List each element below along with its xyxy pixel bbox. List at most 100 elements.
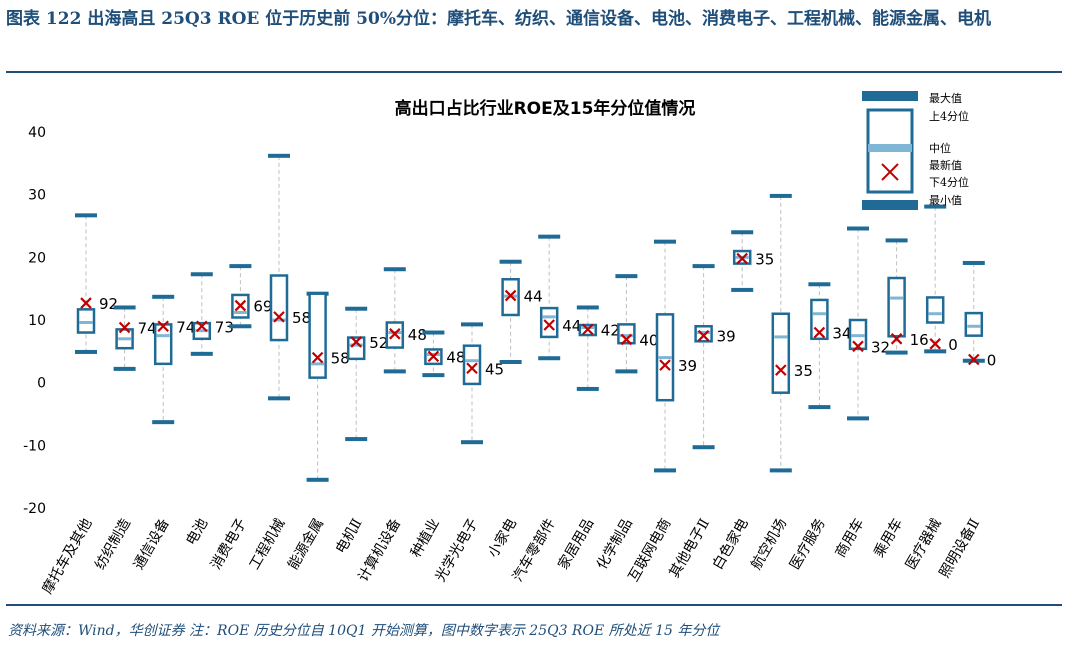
min-cap <box>808 405 831 410</box>
category-label: 小家电 <box>484 516 520 561</box>
median-bar <box>851 334 865 338</box>
box-group: 74 纺织制造 <box>92 305 157 572</box>
percentile-label: 48 <box>446 348 465 366</box>
percentile-label: 58 <box>292 309 311 327</box>
latest-marker <box>504 289 517 302</box>
median-bar <box>928 312 942 316</box>
max-cap <box>808 282 831 287</box>
box-group: 69 消费电子 <box>208 264 272 572</box>
min-cap <box>769 468 792 473</box>
latest-marker <box>852 340 864 353</box>
iqr-box <box>771 312 791 394</box>
percentile-label: 74 <box>138 320 157 338</box>
max-cap <box>692 264 715 269</box>
latest-marker <box>273 311 285 323</box>
median-bar <box>581 326 595 330</box>
category-label: 工程机械 <box>247 516 289 572</box>
max-cap <box>383 267 406 272</box>
percentile-label: 16 <box>910 331 929 349</box>
iqr-box <box>617 323 636 345</box>
max-cap <box>847 226 869 231</box>
latest-marker <box>350 336 362 348</box>
min-cap <box>731 287 754 292</box>
y-axis: -20 -10 0 10 20 30 40 <box>23 125 46 517</box>
percentile-label: 92 <box>99 295 118 313</box>
legend-q1-label: 下4分位 <box>929 175 969 189</box>
box-group: 52 电机Ⅱ <box>333 306 388 556</box>
category-label: 纺织制造 <box>92 516 134 572</box>
iqr-box <box>269 274 289 342</box>
latest-marker <box>697 329 710 342</box>
min-cap <box>422 373 445 378</box>
percentile-label: 40 <box>639 331 658 349</box>
median-bar <box>774 335 788 339</box>
percentile-label: 52 <box>369 334 388 352</box>
y-tick-label: 10 <box>28 313 46 329</box>
min-cap <box>499 359 522 364</box>
category-label: 商用车 <box>832 516 868 561</box>
max-cap <box>422 330 445 335</box>
category-label: 航空机场 <box>748 516 790 572</box>
median-bar <box>311 362 325 366</box>
median-bar <box>812 312 826 316</box>
category-label: 电池 <box>183 516 211 548</box>
median-bar <box>542 315 556 319</box>
iqr-box <box>76 308 96 334</box>
latest-marker <box>929 338 941 350</box>
min-cap <box>306 477 329 482</box>
min-cap <box>461 440 483 445</box>
min-cap <box>692 445 715 450</box>
box-group: 16 乘用车 <box>870 238 929 560</box>
iqr-box <box>964 311 984 337</box>
legend-min-bar <box>862 200 918 210</box>
max-cap <box>731 230 754 235</box>
iqr-box <box>462 344 482 386</box>
min-cap <box>229 324 252 329</box>
max-cap <box>499 259 522 264</box>
legend-max-bar <box>862 91 918 101</box>
max-cap <box>461 322 483 327</box>
median-bar <box>658 356 672 360</box>
box-group: 35 白色家电 <box>709 230 774 572</box>
percentile-label: 69 <box>253 298 272 316</box>
percentile-label: 58 <box>331 350 350 368</box>
latest-marker <box>813 326 826 339</box>
percentile-label: 73 <box>215 318 234 336</box>
category-label: 消费电子 <box>208 516 250 572</box>
median-bar <box>79 321 93 325</box>
latest-marker <box>389 328 401 340</box>
category-label: 种植业 <box>408 516 443 560</box>
box-group: 44 小家电 <box>484 259 543 561</box>
latest-marker <box>196 320 208 333</box>
box-group: 0 医疗器械 <box>903 204 958 572</box>
min-cap <box>615 369 638 374</box>
min-cap <box>345 437 368 442</box>
max-cap <box>769 193 792 198</box>
y-tick-label: 40 <box>28 125 46 141</box>
legend-min-label: 最小值 <box>929 194 962 207</box>
latest-marker <box>157 320 169 333</box>
latest-marker <box>543 319 555 331</box>
max-cap <box>113 305 136 310</box>
percentile-label: 39 <box>678 357 697 375</box>
percentile-label: 45 <box>485 360 504 378</box>
latest-marker <box>234 299 247 312</box>
median-bar <box>349 343 363 347</box>
max-cap <box>615 274 638 279</box>
min-cap <box>576 386 599 391</box>
iqr-box <box>346 336 366 361</box>
y-tick-label: 0 <box>37 376 46 392</box>
latest-marker <box>968 353 980 366</box>
iqr-box <box>153 323 173 366</box>
max-cap <box>75 213 97 218</box>
iqr-box <box>308 292 327 379</box>
median-bar <box>426 352 440 356</box>
box-group: 42 家居用品 <box>555 305 620 572</box>
latest-marker <box>582 323 594 336</box>
iqr-box <box>887 276 906 338</box>
percentile-label: 35 <box>755 251 774 269</box>
median-bar <box>156 334 170 338</box>
